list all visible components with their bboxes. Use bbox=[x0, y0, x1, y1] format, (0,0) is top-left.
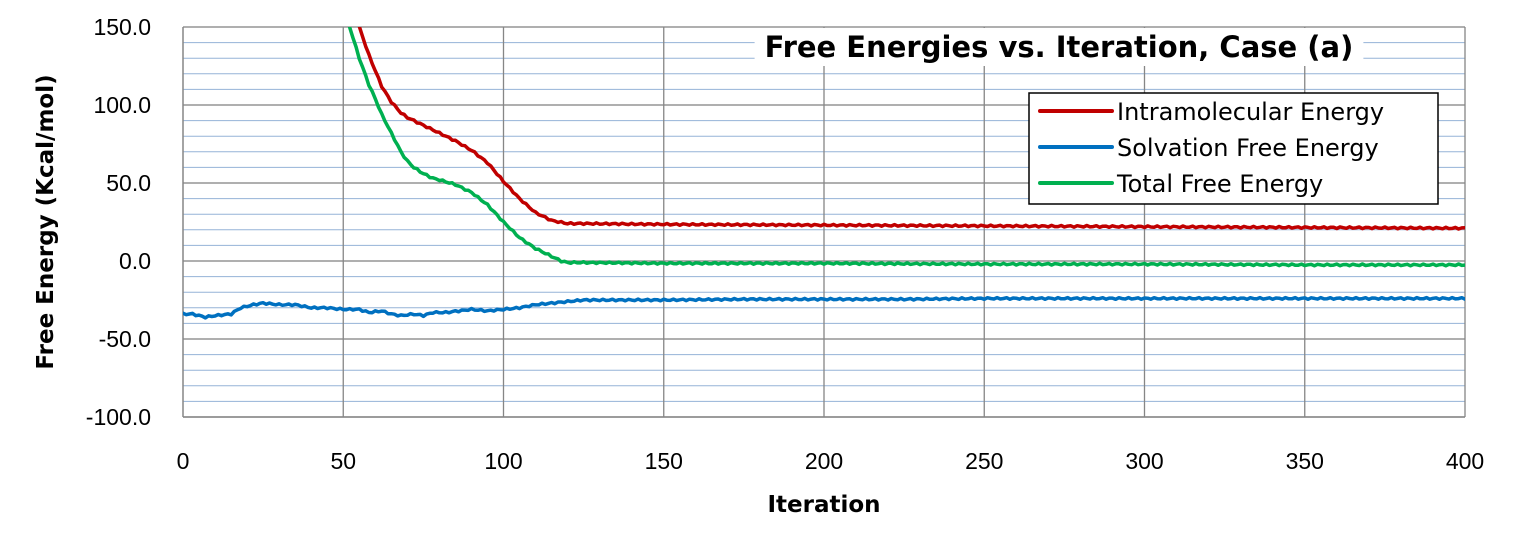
x-tick-label: 150 bbox=[645, 448, 683, 474]
x-tick-label: 100 bbox=[484, 448, 522, 474]
x-tick-label: 250 bbox=[965, 448, 1003, 474]
axes bbox=[182, 27, 1465, 418]
x-tick-label: 350 bbox=[1286, 448, 1324, 474]
series-line-3 bbox=[347, 27, 1465, 268]
chart-title: Free Energies vs. Iteration, Case (a) bbox=[765, 30, 1354, 64]
chart-title-background bbox=[754, 28, 1364, 66]
x-tick-label: 200 bbox=[805, 448, 843, 474]
series-line-1 bbox=[357, 27, 1465, 231]
x-tick-label: 50 bbox=[330, 448, 356, 474]
y-tick-label: -50.0 bbox=[99, 326, 151, 352]
legend-label: Intramolecular Energy bbox=[1117, 98, 1384, 126]
y-tick-label: -100.0 bbox=[86, 404, 151, 430]
y-tick-label: 50.0 bbox=[106, 170, 151, 196]
x-tick-label: 400 bbox=[1446, 448, 1484, 474]
x-tick-label: 0 bbox=[177, 448, 190, 474]
y-tick-label: 0.0 bbox=[119, 248, 151, 274]
legend-label: Total Free Energy bbox=[1116, 170, 1323, 198]
y-axis-title: Free Energy (Kcal/mol) bbox=[33, 74, 59, 369]
y-tick-label: 100.0 bbox=[93, 92, 151, 118]
legend: Intramolecular Energy Solvation Free Ener… bbox=[1028, 92, 1439, 205]
y-tick-label: 150.0 bbox=[93, 14, 151, 40]
legend-entries: Intramolecular Energy Solvation Free Ener… bbox=[1038, 98, 1384, 198]
chart-title-group: Free Energies vs. Iteration, Case (a) bbox=[754, 28, 1364, 66]
legend-label: Solvation Free Energy bbox=[1117, 134, 1379, 162]
series-lines bbox=[183, 27, 1465, 320]
x-tick-label: 300 bbox=[1125, 448, 1163, 474]
series-line-2 bbox=[183, 295, 1465, 320]
tick-labels: -100.0 -50.0 0.0 50.0 100.0 150.0 0 50 100 150 200… bbox=[86, 14, 1484, 474]
x-axis-title: Iteration bbox=[767, 492, 880, 518]
